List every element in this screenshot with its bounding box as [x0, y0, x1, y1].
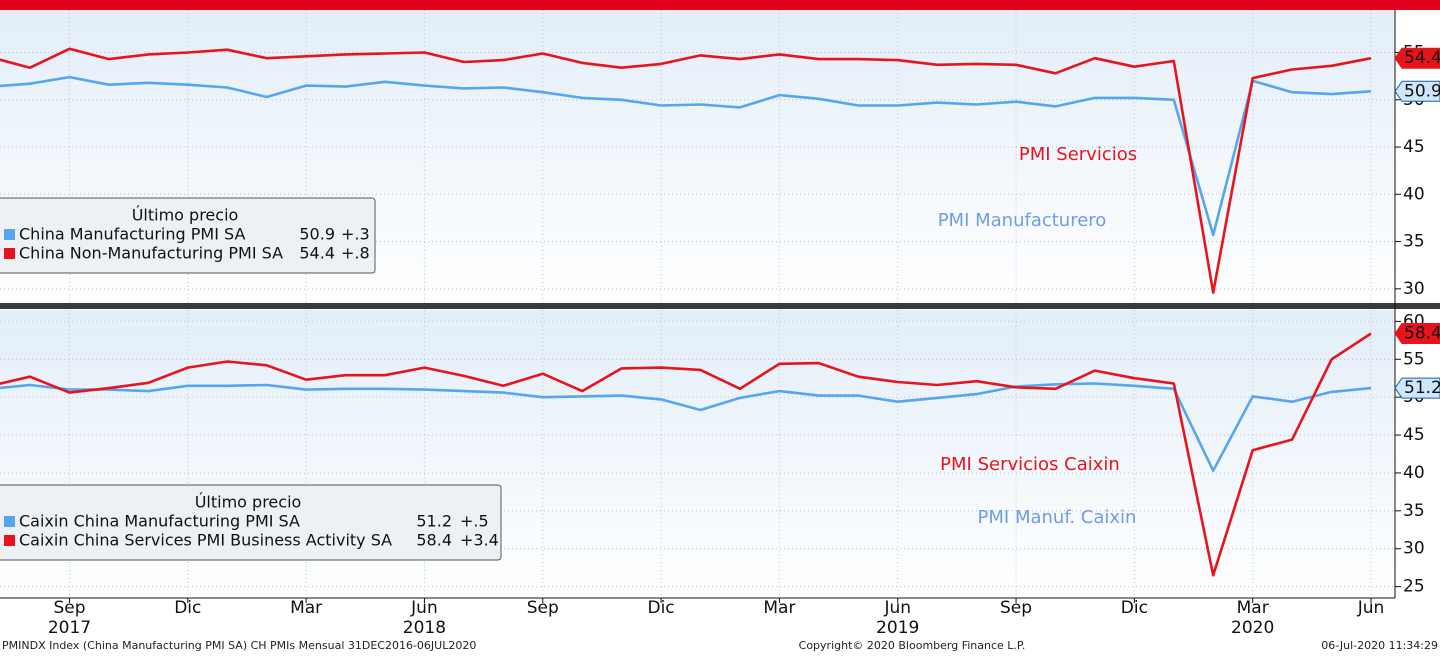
legend-swatch	[4, 516, 15, 527]
legend-box	[0, 484, 502, 561]
legend-change: +.8	[341, 244, 370, 263]
y-tick-label: 35	[1403, 232, 1425, 252]
x-year-label: 2017	[48, 618, 91, 638]
top-bar	[0, 0, 1440, 10]
y-tick-label: 35	[1403, 501, 1425, 521]
series-line	[0, 47, 1372, 294]
legend-title: Último precio	[195, 493, 302, 512]
legend-swatch	[4, 229, 15, 240]
x-tick-label: Sep	[1000, 598, 1032, 618]
y-tick-label: 40	[1403, 463, 1425, 483]
legend-value: 51.2	[416, 512, 452, 531]
x-tick-label: Sep	[527, 598, 559, 618]
y-tick-label: 30	[1403, 279, 1425, 299]
plot-area	[0, 332, 1372, 577]
x-tick-label: Dic	[1121, 598, 1148, 618]
annotation: PMI Manuf. Caixin	[978, 507, 1137, 528]
footer-left: PMINDX Index (China Manufacturing PMI SA…	[2, 639, 476, 652]
x-tick-label: Jun	[410, 598, 438, 618]
panel-divider	[0, 303, 1440, 309]
x-year-label: 2018	[403, 618, 446, 638]
last-value-tag	[1394, 47, 1440, 69]
legend-label: Caixin China Manufacturing PMI SA	[19, 512, 300, 531]
legend-title: Último precio	[132, 206, 239, 225]
annotation: PMI Manufacturero	[938, 210, 1107, 231]
y-tick-label: 25	[1403, 577, 1425, 597]
y-tick-label: 30	[1403, 539, 1425, 559]
legend-box	[0, 197, 376, 274]
legend-label: China Manufacturing PMI SA	[19, 225, 245, 244]
last-value-label: 54.4	[1404, 48, 1440, 68]
series-line	[0, 75, 1372, 237]
legend-change: +3.4	[460, 531, 499, 550]
last-value-label: 51.2	[1404, 378, 1440, 398]
x-tick-label: Jun	[1357, 598, 1385, 618]
y-tick-label: 40	[1403, 184, 1425, 204]
legend-value: 54.4	[299, 244, 335, 263]
series-line	[0, 382, 1372, 472]
x-tick-label: Dic	[647, 598, 674, 618]
legend-label: Caixin China Services PMI Business Activ…	[19, 531, 392, 550]
legend-swatch	[4, 248, 15, 259]
last-value-label: 50.9	[1404, 81, 1440, 101]
legend-value: 50.9	[299, 225, 335, 244]
x-year-label: 2019	[876, 618, 919, 638]
y-tick-label: 45	[1403, 425, 1425, 445]
x-tick-label: Dic	[174, 598, 201, 618]
x-tick-label: Mar	[290, 598, 322, 618]
footer-right: 06-Jul-2020 11:34:29	[1321, 639, 1438, 652]
legend-label: China Non-Manufacturing PMI SA	[19, 244, 283, 263]
legend-change: +.3	[341, 225, 370, 244]
x-year-label: 2020	[1231, 618, 1274, 638]
x-tick-label: Sep	[53, 598, 85, 618]
y-tick-label: 55	[1403, 349, 1425, 369]
x-tick-label: Mar	[763, 598, 795, 618]
footer-center: Copyright© 2020 Bloomberg Finance L.P.	[799, 639, 1026, 652]
series-line	[0, 332, 1372, 577]
legend-swatch	[4, 535, 15, 546]
x-tick-label: Jun	[883, 598, 911, 618]
x-tick-label: Mar	[1237, 598, 1269, 618]
last-value-tag	[1394, 377, 1440, 399]
last-value-label: 58.4	[1404, 323, 1440, 343]
legend-change: +.5	[460, 512, 489, 531]
y-tick-label: 45	[1403, 137, 1425, 157]
annotation: PMI Servicios	[1019, 144, 1137, 165]
last-value-tag	[1394, 322, 1440, 344]
annotation: PMI Servicios Caixin	[940, 454, 1120, 475]
last-value-tag	[1394, 80, 1440, 102]
legend-value: 58.4	[416, 531, 452, 550]
plot-area	[0, 47, 1372, 294]
